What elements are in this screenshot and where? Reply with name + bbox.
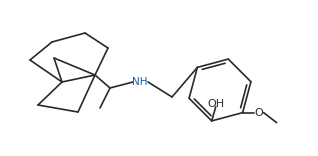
Text: NH: NH <box>132 77 148 87</box>
Text: OH: OH <box>207 99 224 109</box>
Text: O: O <box>254 108 263 118</box>
